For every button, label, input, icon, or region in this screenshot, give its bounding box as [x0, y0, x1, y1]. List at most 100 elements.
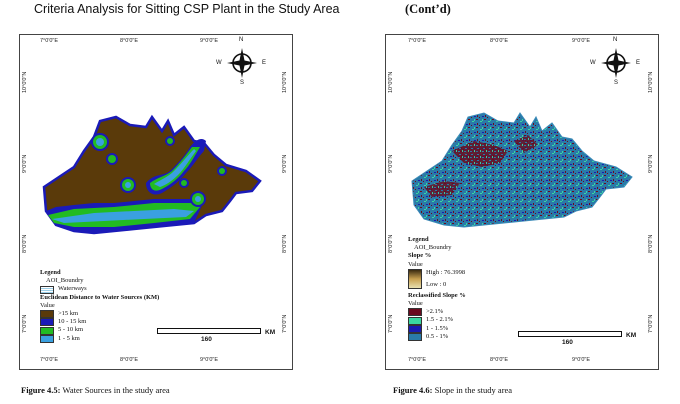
tick-left-4: 7°0'0"N [388, 314, 394, 333]
water-distance-map [42, 114, 262, 235]
scale-unit: KM [626, 332, 637, 339]
legend-aoi: AOI_Boundry [414, 244, 452, 252]
compass-e-label: E [636, 60, 641, 66]
tick-top-2: 8°0'0"E [120, 38, 139, 44]
class-swatch [408, 332, 422, 341]
water-sources-map-panel: 7°0'0"E 8°0'0"E 9°0'0"E 7°0'0"E 8°0'0"E … [19, 34, 293, 370]
tick-bottom-2: 8°0'0"E [120, 357, 139, 363]
slope-low-label: Low : 0 [426, 280, 447, 288]
caption-label: Figure 4.6: [393, 385, 433, 395]
tick-right-4: 7°0'0"N [648, 314, 654, 333]
slope-gradient-labels: High : 76.3998 Low : 0 [426, 269, 465, 289]
tick-top-1: 7°0'0"E [40, 38, 59, 44]
legend-class-row: 1 - 1.5% [408, 325, 466, 333]
class-label: >2.1% [426, 308, 444, 316]
tick-bottom-1: 7°0'0"E [40, 357, 59, 363]
scale-bar-line [157, 328, 261, 334]
class-label: 5 - 10 km [58, 326, 84, 334]
legend-class-row: >2.1% [408, 308, 466, 317]
tick-left-2: 9°0'0"N [388, 154, 394, 173]
scale-bar-line [518, 331, 622, 337]
slope-legend: Legend AOI_Boundry Slope % Value High : … [408, 236, 466, 341]
tick-bottom-3: 9°0'0"E [200, 357, 219, 363]
waterways-swatch [40, 285, 54, 294]
legend-value-label: Value [408, 260, 423, 268]
legend-value-label-2: Value [408, 300, 423, 308]
tick-right-2: 9°0'0"N [648, 154, 654, 173]
tick-right-3: 8°0'0"N [648, 234, 654, 253]
class-swatch [40, 318, 54, 327]
class-label: 1 - 5 km [58, 334, 80, 342]
class-label: 0.5 - 1% [426, 332, 449, 340]
tick-top-1: 7°0'0"E [408, 38, 427, 44]
legend-class-row: >15 km [40, 310, 159, 319]
tick-right-1: 10°0'0"N [282, 71, 288, 93]
class-label: 1.5 - 2.1% [426, 316, 454, 324]
legend-title: Legend [408, 236, 429, 243]
tick-right-1: 10°0'0"N [648, 71, 654, 93]
legend-class-row: 5 - 10 km [40, 326, 159, 335]
legend-class-row: 10 - 15 km [40, 318, 159, 327]
slope-map [411, 112, 633, 228]
compass-s-label: S [240, 80, 245, 86]
class-label: >15 km [58, 310, 79, 318]
legend-waterways-row: Waterways [40, 285, 159, 294]
compass-n-label: N [613, 37, 618, 43]
legend-value-label: Value [40, 301, 55, 309]
legend-slope-title: Slope % [408, 252, 432, 260]
compass-s-label: S [614, 80, 619, 86]
figure-caption-right: Figure 4.6: Slope in the study area [393, 385, 512, 395]
class-swatch [408, 308, 422, 317]
compass-w-label: W [590, 60, 596, 66]
tick-right-2: 9°0'0"N [282, 154, 288, 173]
north-arrow-icon: N S E W [589, 37, 643, 87]
tick-top-3: 9°0'0"E [572, 38, 591, 44]
legend-reclass-title: Reclassified Slope % [408, 291, 466, 299]
class-label: 1 - 1.5% [426, 324, 449, 332]
compass-e-label: E [262, 60, 267, 66]
tick-left-1: 10°0'0"N [388, 71, 394, 93]
slope-high-label: High : 76.3998 [426, 268, 466, 276]
water-legend: Legend AOI_Boundry Waterways Euclidean D… [40, 269, 159, 343]
tick-bottom-3: 9°0'0"E [572, 357, 591, 363]
legend-class-row: 0.5 - 1% [408, 333, 466, 341]
legend-class-row: 1 - 5 km [40, 335, 159, 343]
tick-left-3: 8°0'0"N [22, 234, 28, 253]
tick-left-1: 10°0'0"N [22, 71, 28, 93]
class-swatch [40, 334, 54, 343]
north-arrow-icon: N S E W [215, 37, 269, 87]
caption-text: Slope in the study area [432, 385, 513, 395]
compass-n-label: N [239, 37, 244, 43]
tick-right-4: 7°0'0"N [282, 314, 288, 333]
page-title-right: (Cont’d) [405, 2, 451, 16]
tick-left-4: 7°0'0"N [22, 314, 28, 333]
scale-unit: KM [265, 329, 276, 336]
tick-top-3: 9°0'0"E [200, 38, 219, 44]
slope-gradient-row: High : 76.3998 Low : 0 [408, 268, 466, 289]
page-title-left: Criteria Analysis for Sitting CSP Plant … [34, 2, 340, 16]
figure-caption-left: Figure 4.5: Water Sources in the study a… [21, 385, 170, 395]
legend-layer-title: Euclidean Distance to Water Sources (KM) [40, 293, 160, 301]
scale-value: 160 [562, 339, 573, 346]
slope-map-panel: 7°0'0"E 8°0'0"E 9°0'0"E 7°0'0"E 8°0'0"E … [385, 34, 659, 370]
tick-left-3: 8°0'0"N [388, 234, 394, 253]
class-swatch [408, 316, 422, 325]
tick-bottom-1: 7°0'0"E [408, 357, 427, 363]
caption-label: Figure 4.5: [21, 385, 61, 395]
tick-bottom-2: 8°0'0"E [490, 357, 509, 363]
class-label: 10 - 15 km [58, 318, 87, 326]
class-swatch [40, 310, 54, 319]
tick-top-2: 8°0'0"E [490, 38, 509, 44]
legend-aoi: AOI_Boundry [46, 277, 84, 285]
class-swatch [408, 324, 422, 333]
tick-left-2: 9°0'0"N [22, 154, 28, 173]
scale-value: 160 [201, 336, 212, 343]
compass-w-label: W [216, 60, 222, 66]
class-swatch [40, 326, 54, 335]
legend-waterways-label: Waterways [58, 285, 87, 293]
caption-text: Water Sources in the study area [60, 385, 170, 395]
legend-class-row: 1.5 - 2.1% [408, 316, 466, 325]
slope-gradient-swatch [408, 268, 422, 289]
legend-title: Legend [40, 269, 61, 276]
tick-right-3: 8°0'0"N [282, 234, 288, 253]
